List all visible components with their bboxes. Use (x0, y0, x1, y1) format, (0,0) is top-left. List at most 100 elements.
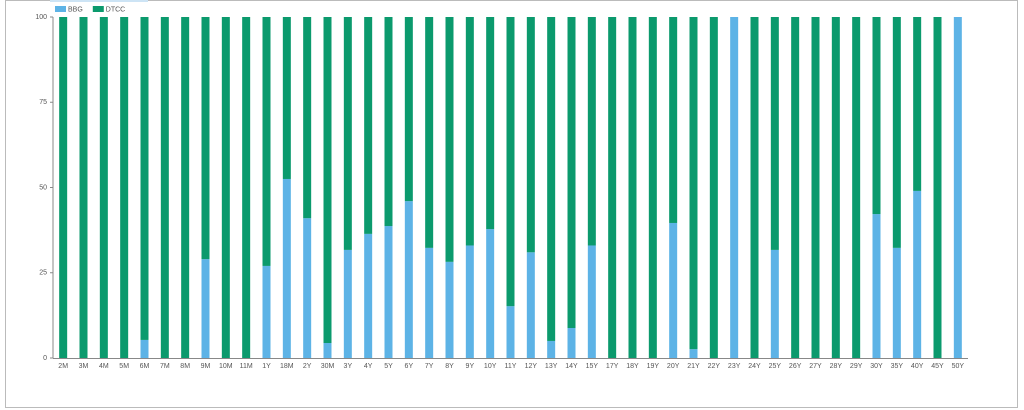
x-tick-label: 20Y (667, 363, 680, 370)
bar-segment (384, 226, 393, 358)
bar-segment (567, 17, 576, 328)
x-tick-label: 19Y (647, 363, 660, 370)
x-tick-label: 14Y (565, 363, 578, 370)
x-tick-label: 35Y (891, 363, 904, 370)
bar-segment (709, 17, 718, 358)
x-tick-label: 28Y (830, 363, 843, 370)
legend-swatch (92, 6, 104, 12)
x-tick-label: 26Y (789, 363, 802, 370)
bar-segment (242, 17, 251, 358)
x-tick-label: 8M (180, 363, 190, 370)
x-tick-label: 3M (79, 363, 89, 370)
x-tick-label: 9M (201, 363, 211, 370)
bar-segment (303, 218, 312, 358)
bar-segment (262, 265, 271, 358)
x-tick-label: 17Y (606, 363, 619, 370)
bar-segment (364, 233, 373, 358)
bar-segment (465, 245, 474, 358)
bar-segment (425, 247, 434, 358)
bar-segment (140, 17, 149, 340)
bar-segment (608, 17, 617, 358)
x-tick-label: 18M (280, 363, 294, 370)
bar-segment (506, 17, 515, 307)
x-tick-label: 21Y (687, 363, 700, 370)
bar-segment (323, 342, 332, 358)
bar-segment (933, 17, 942, 358)
x-tick-label: 8Y (445, 363, 454, 370)
x-tick-label: 27Y (809, 363, 822, 370)
bar-segment (811, 17, 820, 358)
bar-segment (140, 339, 149, 358)
bar-segment (526, 17, 535, 253)
y-tick-label: 25 (39, 270, 47, 277)
x-tick-label: 13Y (545, 363, 558, 370)
x-tick-label: 10M (219, 363, 233, 370)
legend-swatch (55, 6, 66, 12)
x-tick-label: 7Y (425, 363, 434, 370)
x-tick-label: 10Y (484, 363, 497, 370)
bar-segment (465, 17, 474, 246)
bar-segment (547, 17, 556, 341)
y-tick-label: 75 (39, 99, 47, 106)
x-tick-label: 12Y (525, 363, 538, 370)
bar-segment (913, 17, 922, 191)
bar-segment (59, 17, 68, 358)
bar-segment (282, 178, 291, 358)
bar-segment (648, 17, 657, 358)
bar-segment (343, 249, 352, 358)
bar-segment (689, 349, 698, 358)
bar-segment (547, 340, 556, 358)
x-tick-label: 24Y (748, 363, 761, 370)
bar-segment (201, 259, 210, 358)
bar-segment (425, 17, 434, 248)
bar-segment (689, 17, 698, 350)
x-tick-label: 15Y (586, 363, 599, 370)
x-tick-label: 18Y (626, 363, 639, 370)
bar-segment (628, 17, 637, 358)
x-tick-label: 7M (160, 363, 170, 370)
bar-segment (282, 17, 291, 179)
y-tick-label: 50 (39, 184, 47, 191)
bar-segment (486, 229, 495, 358)
bar-segment (181, 17, 190, 358)
bar-segment (750, 17, 759, 358)
bar-segment (913, 190, 922, 358)
bar-segment (872, 17, 881, 215)
bar-segment (201, 17, 210, 260)
bar-segment (872, 214, 881, 358)
x-tick-label: 30Y (870, 363, 883, 370)
x-tick-label: 11Y (505, 363, 517, 370)
x-tick-label: 1Y (262, 363, 271, 370)
bar-segment (506, 306, 515, 358)
x-tick-label: 9Y (466, 363, 475, 370)
bar-segment (730, 17, 739, 358)
bar-segment (384, 17, 393, 227)
bar-segment (587, 245, 596, 358)
bar-segment (953, 17, 962, 358)
bar-segment (486, 17, 495, 230)
bar-segment (587, 17, 596, 246)
x-tick-label: 3Y (344, 363, 353, 370)
x-tick-label: 11M (240, 363, 253, 370)
x-tick-label: 50Y (952, 363, 965, 370)
x-tick-label: 22Y (708, 363, 721, 370)
bar-segment (852, 17, 861, 358)
x-tick-label: 4M (99, 363, 109, 370)
bar-segment (404, 17, 413, 202)
bar-segment (262, 17, 271, 266)
bar-segment (770, 17, 779, 250)
bar-segment (79, 17, 88, 358)
x-tick-label: 2Y (303, 363, 312, 370)
bar-segment (892, 247, 901, 358)
y-tick-label: 100 (35, 14, 47, 21)
x-tick-label: 25Y (769, 363, 782, 370)
bar-segment (303, 17, 312, 219)
bar-segment (160, 17, 169, 358)
bar-segment (343, 17, 352, 250)
x-tick-label: 40Y (911, 363, 924, 370)
x-tick-label: 2M (58, 363, 68, 370)
bar-segment (445, 17, 454, 262)
x-tick-label: 45Y (931, 363, 944, 370)
bar-segment (567, 327, 576, 358)
